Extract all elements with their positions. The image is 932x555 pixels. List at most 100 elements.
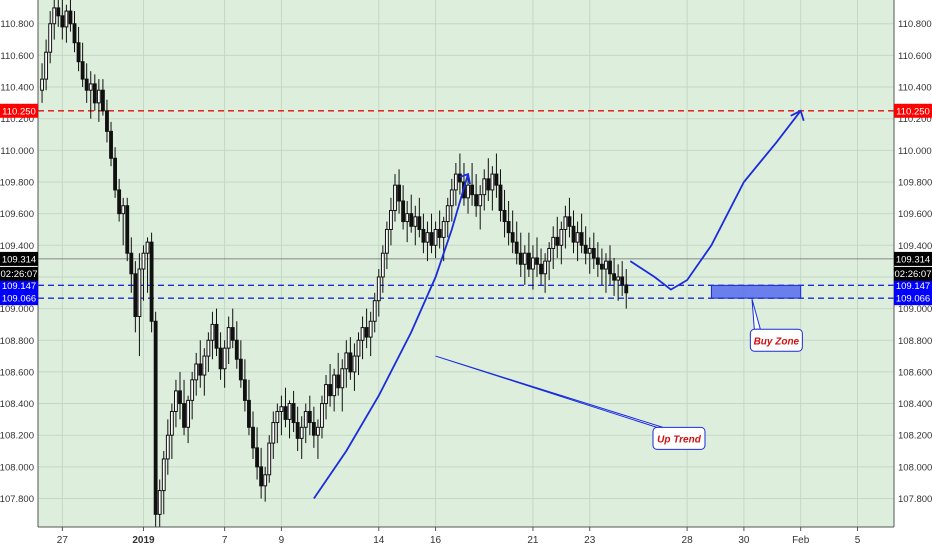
candle-body [417, 216, 422, 230]
price-tag-bg [894, 291, 932, 306]
candle-body [186, 399, 191, 428]
y-tick-label-right: 109.400 [898, 241, 932, 252]
price-tag-text: 109.147 [2, 281, 36, 292]
candle-body [320, 403, 324, 428]
candle-body [522, 252, 527, 265]
candle-body [117, 189, 122, 215]
candle [105, 99, 109, 143]
candle-body [368, 320, 373, 338]
candle-body [608, 260, 612, 275]
candle [324, 375, 328, 420]
price-labels: 110.250 110.250 109.147 109.147 109.066 109.0… [0, 103, 932, 306]
trend-drawings: Up Trend Buy Zone [313, 109, 805, 500]
candle-body [247, 399, 251, 428]
candle-body [222, 347, 227, 370]
candle-body [80, 61, 85, 80]
candle-body [52, 7, 57, 25]
candle [161, 451, 166, 515]
candle [587, 237, 592, 274]
candle [311, 406, 316, 448]
candle [571, 210, 576, 254]
projection-curve[interactable] [629, 110, 802, 291]
candle-body [587, 247, 592, 254]
candle-body [453, 173, 458, 191]
candle [291, 390, 296, 433]
callout-box[interactable] [652, 426, 706, 450]
candle [96, 79, 101, 122]
candle-body [433, 228, 438, 246]
candle-body [494, 173, 499, 186]
candle [222, 340, 227, 388]
buy-zone-rect[interactable] [710, 284, 802, 299]
candle [502, 189, 507, 238]
candle [372, 292, 377, 333]
candle [352, 343, 357, 391]
y-tick-label-left: 109.000 [0, 304, 34, 315]
candle-body [137, 268, 142, 318]
countdown-tag-bg [0, 266, 38, 281]
candle [186, 395, 191, 444]
candle-body [210, 323, 215, 341]
candle [555, 216, 560, 258]
candle [100, 79, 105, 116]
candle [405, 200, 410, 243]
up-trend-curve[interactable] [313, 173, 469, 500]
candle-body [543, 260, 548, 275]
candle [234, 321, 239, 369]
candle-body [149, 241, 154, 322]
candle-body [76, 42, 81, 63]
candle-body [316, 426, 320, 436]
candle-body [64, 10, 69, 28]
y-tick-label-left: 108.800 [0, 336, 34, 347]
candle [275, 403, 280, 444]
candle-body [389, 209, 393, 230]
price-tag-text: 109.066 [896, 294, 930, 305]
candle [80, 42, 85, 88]
candle [182, 379, 186, 436]
candle [474, 174, 479, 217]
candle-body [283, 406, 288, 420]
y-tick-label-right: 109.600 [898, 209, 932, 220]
price-tag-bg [0, 291, 38, 306]
candle [56, 0, 61, 27]
candle-body [299, 426, 304, 439]
candle [251, 411, 255, 459]
candle [44, 39, 49, 91]
candle-body [372, 300, 377, 322]
candle [218, 332, 223, 380]
candle-body [202, 355, 207, 376]
y-tick-label-left: 110.400 [0, 83, 34, 94]
candle [401, 185, 406, 230]
candle-body [105, 110, 109, 132]
candle [259, 447, 264, 499]
candle [178, 371, 182, 420]
candle [498, 169, 503, 222]
candle-body [153, 320, 158, 515]
candle [612, 257, 616, 296]
candle-body [113, 157, 118, 191]
candle-body [364, 327, 369, 338]
callout-box[interactable] [749, 328, 803, 352]
y-tick-label-left: 108.000 [0, 462, 34, 473]
candle-body [92, 83, 97, 104]
candle-body [96, 89, 101, 104]
countdown-tag-bg [894, 266, 932, 281]
candle [72, 11, 77, 53]
candle-body [380, 252, 385, 278]
y-tick-label-left: 109.400 [0, 241, 34, 252]
price-tag-text: 110.250 [2, 106, 36, 117]
candle [267, 435, 272, 483]
price-tag-bg [0, 278, 38, 293]
plot-background [38, 0, 894, 527]
candle-body [121, 205, 126, 215]
candle [380, 245, 385, 293]
candle [599, 248, 604, 285]
candle-body [291, 403, 296, 424]
candle [518, 232, 523, 277]
candle-body [551, 236, 556, 249]
candle [348, 337, 353, 380]
candle [344, 340, 349, 388]
candle-body [405, 213, 410, 223]
